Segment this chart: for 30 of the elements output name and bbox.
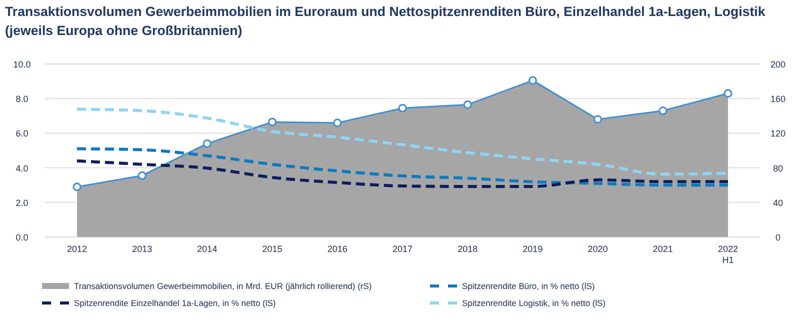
x-tick-label: 2015 [262, 244, 282, 254]
line-series [76, 159, 730, 188]
x-tick-label: 2021 [652, 244, 673, 254]
x-tick-label: 2013 [132, 244, 152, 254]
y-tick-label: 2.0 [16, 198, 28, 208]
x-tick-label: 2018 [458, 244, 478, 254]
y2-tick-label: 120 [770, 128, 786, 139]
y2-tick-label: 200 [770, 60, 786, 70]
x-tick-label: 2017 [392, 244, 413, 254]
y2-tick-label: 0 [775, 232, 781, 242]
chart-title: Transaktionsvolumen Gewerbeimmobilien im Euroraum und Nettospitzenrenditen Büro, Einzelhandel 1a-Lagen, Logistik (jeweils Europa ohne Großbritannien) [5, 4, 766, 38]
y2-tick-label: 80 [772, 163, 784, 174]
x-tick-label: 2020 [588, 244, 608, 254]
x-tick-label: 2016 [327, 244, 348, 254]
y-tick-label: 8.0 [16, 94, 28, 104]
x-tick-label: 2014 [197, 244, 218, 254]
legend-label: Spitzenrendite Einzelhandel 1a-Lagen, in % netto (lS) [74, 298, 276, 308]
x-tick-label: 2012 [66, 244, 88, 254]
line-series [76, 147, 730, 187]
y-tick-label: 10.0 [13, 60, 31, 70]
y2-tick-label: 160 [770, 94, 786, 104]
legend-label: Transaktionsvolumen Gewerbeimmobilien, in Mrd. EUR (jährlich rollierend) (rS) [74, 281, 372, 291]
x-tick-label: 2019 [522, 244, 543, 254]
y-tick-label: 4.0 [16, 163, 28, 174]
legend-label: Spitzenrendite Logistik, in % netto (lS) [462, 298, 606, 308]
y2-tick-label: 40 [772, 198, 784, 208]
x-tick-label: 2022 H1 [718, 244, 738, 265]
y-tick-label: 6.0 [16, 128, 28, 139]
y-tick-label: 0.0 [16, 232, 28, 242]
legend-label: Spitzenrendite Büro, in % netto (lS) [462, 281, 595, 291]
